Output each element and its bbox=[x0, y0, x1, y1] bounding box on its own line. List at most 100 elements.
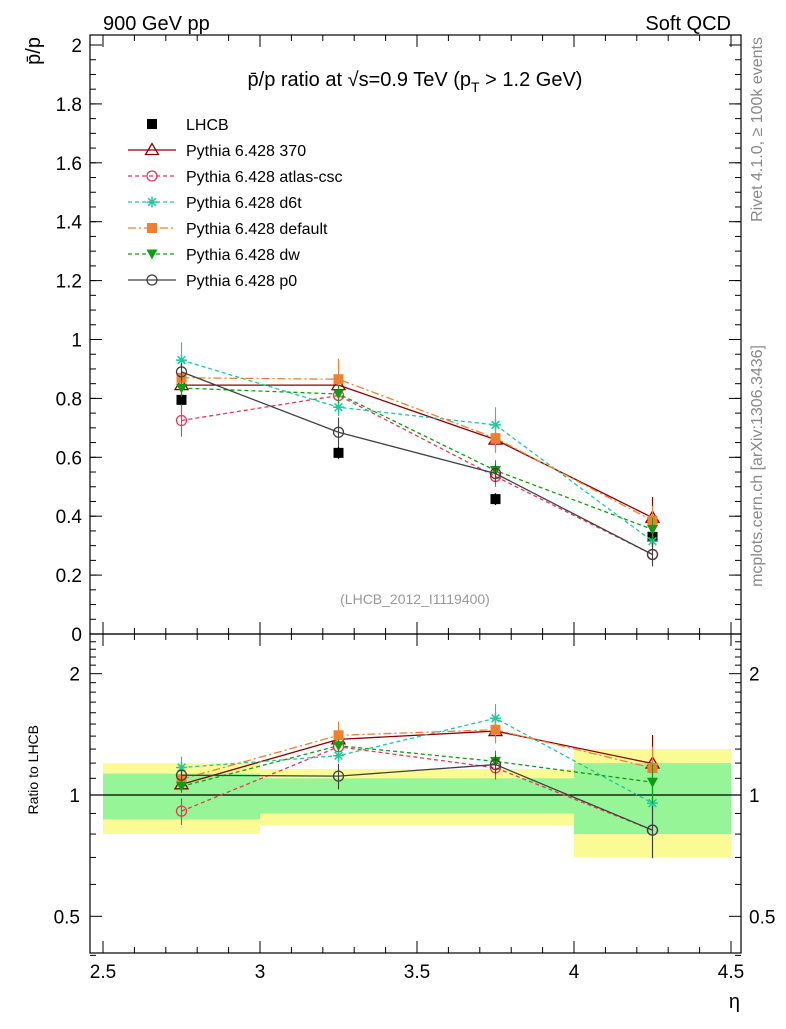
legend-marker bbox=[147, 223, 157, 233]
legend-marker bbox=[146, 249, 158, 260]
legend-entry: Pythia 6.428 d6t bbox=[128, 195, 302, 212]
title-subscript: T bbox=[471, 79, 480, 95]
legend-label: Pythia 6.428 370 bbox=[186, 143, 306, 160]
main-y-label: p̄/p bbox=[23, 37, 45, 65]
series-point bbox=[332, 426, 345, 438]
main-y-tick-label: 2 bbox=[71, 36, 82, 57]
ratio-y-tick-label-left: 1 bbox=[69, 786, 80, 807]
main-y-tick-label: 1 bbox=[71, 331, 82, 352]
series-line bbox=[181, 359, 653, 542]
legend-entry: Pythia 6.428 atlas-csc bbox=[128, 169, 343, 186]
legend-label: Pythia 6.428 dw bbox=[186, 247, 300, 264]
data-point bbox=[490, 494, 501, 505]
legend-marker bbox=[147, 119, 157, 129]
series-point bbox=[333, 401, 344, 413]
legend-marker bbox=[146, 274, 158, 286]
series-point bbox=[489, 467, 502, 480]
ratio-series-line bbox=[181, 745, 653, 788]
x-tick-label: 3.5 bbox=[404, 962, 430, 983]
legend-entry: Pythia 6.428 370 bbox=[128, 142, 306, 160]
legend-entry: Pythia 6.428 default bbox=[128, 221, 328, 238]
ratio-y-tick-label-right: 0.5 bbox=[749, 907, 775, 928]
ratio-y-label: Ratio to LHCB bbox=[25, 725, 41, 814]
main-y-tick-label: 0.2 bbox=[56, 566, 82, 587]
main-y-tick-label: 0.8 bbox=[56, 389, 82, 410]
legend-label: LHCB bbox=[186, 117, 229, 134]
ratio-panel: 0.5 0.5 1 1 2 2 2.5 3 3.5 4 4.5 bbox=[54, 633, 775, 983]
series-4 bbox=[176, 379, 658, 542]
legend-label: Pythia 6.428 default bbox=[186, 221, 328, 238]
series-line bbox=[181, 384, 653, 519]
series-point bbox=[176, 354, 187, 366]
legend-entry: Pythia 6.428 p0 bbox=[128, 273, 297, 290]
ratio-y-tick-label-right: 2 bbox=[749, 665, 760, 686]
series-line bbox=[181, 377, 653, 522]
series-0 bbox=[173, 374, 661, 539]
rivet-label: Rivet 4.1.0, ≥ 100k events bbox=[749, 37, 766, 222]
ratio-point bbox=[647, 797, 658, 809]
legend-label: Pythia 6.428 p0 bbox=[186, 273, 297, 290]
series-line bbox=[181, 371, 653, 556]
main-y-tick-label: 0 bbox=[71, 625, 82, 646]
series-point bbox=[333, 389, 344, 400]
main-y-tick-label: 1.4 bbox=[56, 213, 83, 234]
main-y-tick-label: 0.4 bbox=[56, 507, 83, 528]
ratio-point bbox=[489, 758, 502, 771]
ratio-point bbox=[333, 730, 344, 741]
main-frame bbox=[89, 34, 742, 635]
ratio-point bbox=[333, 741, 344, 752]
main-y-tick-label: 1.6 bbox=[56, 154, 82, 175]
analysis-label: (LHCB_2012_I1119400) bbox=[340, 591, 490, 607]
series-point bbox=[175, 414, 188, 427]
chart-title: p̄/p ratio at √s=0.9 TeV (pT > 1.2 GeV) bbox=[248, 69, 583, 95]
ratio-point bbox=[490, 724, 501, 735]
series-point bbox=[175, 366, 188, 378]
x-tick-label: 4.5 bbox=[718, 962, 744, 983]
main-y-tick-label: 1.2 bbox=[56, 272, 82, 293]
title-suffix: > 1.2 GeV) bbox=[480, 69, 583, 91]
ratio-series-line bbox=[181, 763, 653, 831]
legend-marker bbox=[146, 196, 158, 208]
series-line bbox=[181, 387, 653, 531]
data-point bbox=[333, 447, 344, 458]
ratio-series-line bbox=[181, 746, 653, 831]
legend: LHCB Pythia 6.428 370 Pythia 6.428 atlas-c… bbox=[128, 117, 343, 290]
ratio-point bbox=[333, 750, 344, 762]
header-left: 900 GeV pp bbox=[103, 13, 210, 35]
legend-entry: LHCB bbox=[147, 117, 229, 134]
data-point bbox=[176, 394, 187, 405]
ratio-y-tick-label-left: 2 bbox=[69, 665, 80, 686]
ratio-point bbox=[175, 805, 188, 817]
x-tick-label: 2.5 bbox=[90, 962, 116, 983]
series-line bbox=[181, 394, 653, 556]
stat-uncertainty-band bbox=[417, 778, 574, 814]
ratio-series-5 bbox=[175, 755, 659, 859]
ratio-point bbox=[176, 762, 187, 774]
legend-entry: Pythia 6.428 dw bbox=[128, 247, 300, 264]
legend-label: Pythia 6.428 d6t bbox=[186, 195, 302, 212]
mcplots-label: mcplots.cern.ch [arXiv:1306.3436] bbox=[749, 345, 766, 587]
series-point bbox=[647, 524, 658, 535]
title-prefix: p̄/p ratio at √s=0.9 TeV (p bbox=[248, 69, 472, 91]
ratio-point bbox=[175, 769, 188, 781]
main-panel: 0 0.2 0.4 0.6 0.8 1 1.2 1.4 1.6 1.8 2 bbox=[56, 34, 742, 646]
ratio-series-line bbox=[181, 717, 653, 804]
legend-label: Pythia 6.428 atlas-csc bbox=[186, 169, 343, 186]
series-point bbox=[490, 433, 501, 444]
ratio-point bbox=[647, 777, 658, 788]
ratio-point bbox=[646, 824, 659, 836]
ratio-point bbox=[176, 781, 187, 792]
main-y-tick-label: 0.6 bbox=[56, 448, 82, 469]
header-right: Soft QCD bbox=[645, 13, 731, 35]
ratio-series-line bbox=[181, 729, 653, 780]
series-point bbox=[646, 548, 659, 561]
legend-marker bbox=[144, 142, 160, 156]
series-5 bbox=[175, 363, 659, 567]
ratio-point bbox=[332, 770, 345, 782]
legend-marker bbox=[146, 170, 158, 182]
main-y-tick-label: 1.8 bbox=[56, 95, 82, 116]
x-axis-label: η bbox=[729, 991, 740, 1013]
x-tick-label: 3 bbox=[255, 962, 266, 983]
series-1 bbox=[175, 386, 659, 567]
